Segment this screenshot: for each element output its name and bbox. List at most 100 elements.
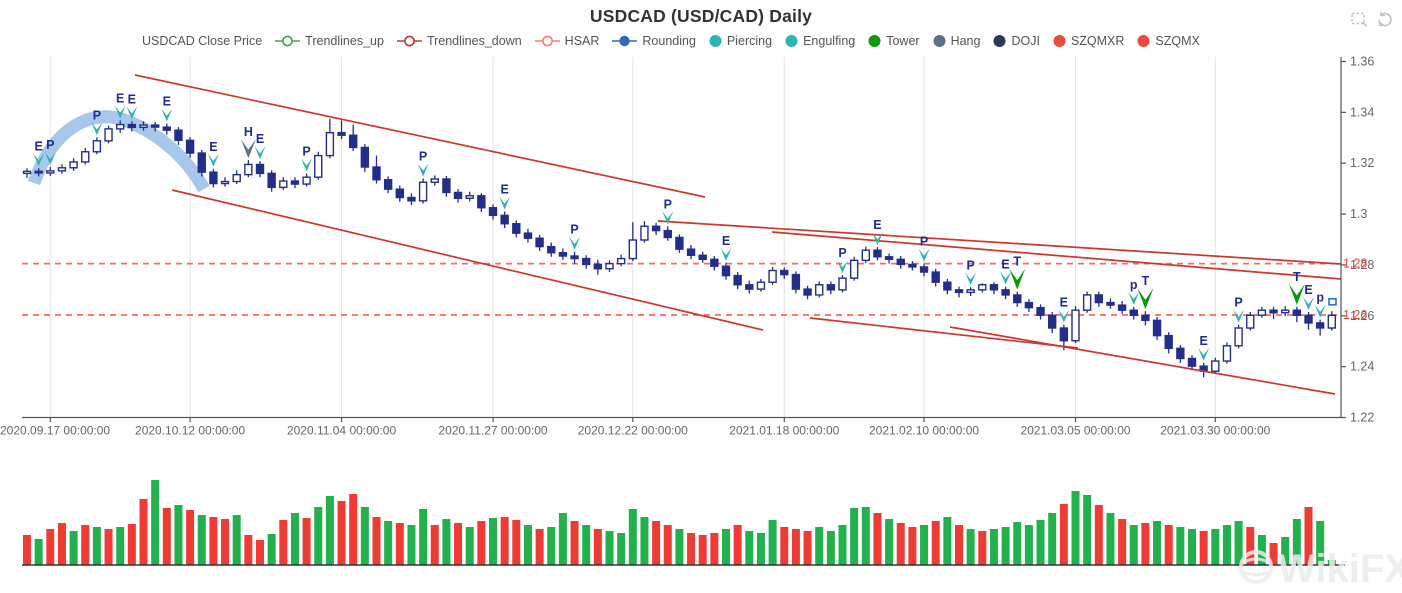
svg-text:P: P [302,144,310,158]
svg-text:1.36: 1.36 [1350,55,1374,69]
svg-text:T: T [1142,274,1150,288]
legend-item-trendlines-down[interactable]: Trendlines_down [396,34,522,48]
area-zoom-icon[interactable] [1350,10,1368,28]
legend-item-label: Hang [950,34,981,48]
legend-item-label: Trendlines_down [426,34,522,48]
legend-item-engulfing[interactable]: Engulfing [785,34,855,48]
svg-text:E: E [34,139,42,153]
svg-text:1.28: 1.28 [1350,258,1374,272]
page-title: USDCAD (USD/CAD) Daily [589,6,813,26]
legend-line-circle-icon [275,35,301,47]
svg-text:E: E [873,218,881,232]
svg-text:1.22: 1.22 [1350,411,1374,425]
svg-text:T: T [1013,255,1021,269]
svg-text:1.34: 1.34 [1350,105,1374,119]
svg-text:2021.01.18 00:00:00: 2021.01.18 00:00:00 [729,424,839,438]
legend-item-label: Piercing [726,34,773,48]
svg-text:E: E [1304,283,1312,297]
axes: 1.22 1.24 1.26 1.28 1.3 1.32 1.34 1.36 2020.09.1… [0,55,1374,438]
legend-item-label: Trendlines_up [305,34,384,48]
legend-dot-icon [868,35,881,47]
legend-item-label: Engulfing [803,34,856,48]
svg-text:2020.10.12 00:00:00: 2020.10.12 00:00:00 [135,424,245,438]
svg-text:H: H [244,125,253,139]
svg-text:E: E [1060,296,1068,310]
svg-text:P: P [966,258,974,272]
svg-text:P: P [46,138,54,152]
trendlines-down [134,74,1342,395]
chart-legend: USDCAD Close Price Trendlines_up Trendline… [142,34,1200,48]
svg-text:2021.03.30 00:00:00: 2021.03.30 00:00:00 [1160,424,1270,438]
svg-text:p: p [1130,278,1138,292]
legend-dot-icon [785,35,798,47]
svg-text:1.26: 1.26 [1343,308,1367,322]
svg-text:P: P [838,246,846,260]
legend-line-dot-icon [612,35,638,47]
legend-dot-icon [1053,35,1066,47]
legend-item-hsar[interactable]: HSAR [534,34,600,48]
legend-item-usdcad-close-price[interactable]: USDCAD Close Price [142,34,262,48]
svg-text:p: p [1316,291,1324,305]
svg-text:P: P [570,223,578,237]
svg-text:1.28: 1.28 [1343,257,1367,271]
svg-text:2020.09.17 00:00:00: 2020.09.17 00:00:00 [0,424,110,438]
legend-item-trendlines-up[interactable]: Trendlines_up [275,34,384,48]
legend-item-label: Tower [886,34,920,48]
legend-item-szqmxr[interactable]: SZQMXR [1053,34,1124,48]
last-price-marker [1328,297,1337,306]
rounding-pattern-arc [27,110,210,193]
legend-dot-icon [709,35,722,47]
legend-line-circle-icon [396,35,422,47]
watermark-text: WikiFX [1278,547,1402,591]
svg-text:P: P [93,108,101,122]
svg-text:E: E [163,95,171,109]
svg-text:2021.02.10 00:00:00: 2021.02.10 00:00:00 [869,424,979,438]
legend-dot-icon [1137,35,1150,47]
svg-text:E: E [1001,258,1009,272]
svg-text:E: E [1199,334,1207,348]
legend-item-label: DOJI [1011,34,1040,48]
candlestick-series [22,118,1337,378]
svg-text:P: P [664,197,672,211]
svg-text:E: E [500,183,508,197]
svg-text:1.32: 1.32 [1350,156,1374,170]
svg-text:P: P [920,235,928,249]
zoom-reset-icon[interactable] [1376,10,1394,28]
legend-item-rounding[interactable]: Rounding [612,34,696,48]
legend-item-piercing[interactable]: Piercing [709,34,772,48]
legend-item-label: HSAR [564,34,600,48]
hsar-lines [22,262,1341,316]
svg-text:E: E [722,234,730,248]
hsar-axis-labels: 1.28 1.26 [1343,257,1367,322]
svg-text:E: E [209,140,217,154]
legend-item-label: SZQMX [1155,34,1200,48]
svg-text:P: P [419,149,427,163]
svg-text:2021.03.05 00:00:00: 2021.03.05 00:00:00 [1020,424,1130,438]
svg-text:2020.11.27 00:00:00: 2020.11.27 00:00:00 [438,424,548,438]
chart-toolbox [1350,10,1394,28]
svg-text:1.26: 1.26 [1350,309,1374,323]
legend-dot-icon [933,35,946,47]
legend-line-circle-icon [534,35,560,47]
svg-text:P: P [1234,296,1242,310]
legend-item-tower[interactable]: Tower [868,34,920,48]
svg-text:E: E [116,91,124,105]
legend-dot-icon [993,35,1006,47]
legend-item-label: Rounding [642,34,696,48]
svg-text:1.3: 1.3 [1350,207,1367,221]
svg-text:T: T [1293,270,1301,284]
volume-series [22,480,1345,566]
legend-item-szqmx[interactable]: SZQMX [1137,34,1200,48]
watermark-logo: WikiFX [1239,547,1402,591]
legend-item-doji[interactable]: DOJI [993,34,1040,48]
legend-item-hang[interactable]: Hang [933,34,981,48]
legend-item-label: USDCAD Close Price [142,34,263,48]
svg-text:2020.12.22 00:00:00: 2020.12.22 00:00:00 [578,424,688,438]
svg-text:1.24: 1.24 [1350,360,1374,374]
legend-item-label: SZQMXR [1070,34,1125,48]
svg-text:E: E [256,132,264,146]
